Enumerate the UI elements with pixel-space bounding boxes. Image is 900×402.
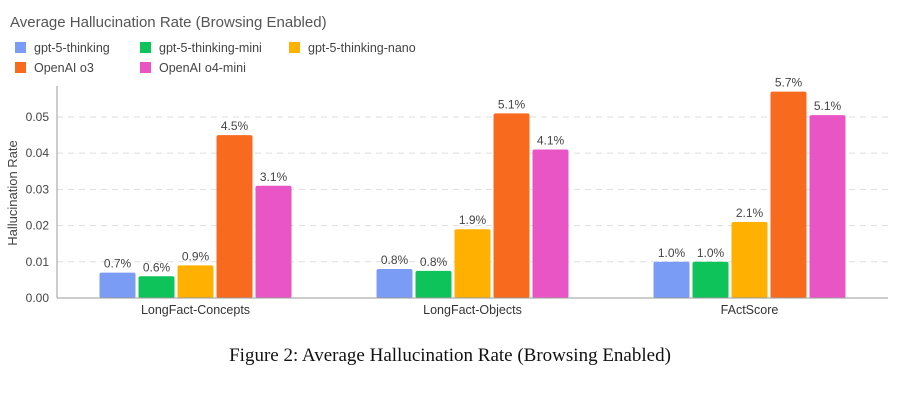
bar-value-label: 0.8% xyxy=(381,253,409,267)
bar-value-label: 0.9% xyxy=(182,249,210,263)
bar-openai-o4-mini-longfact-concepts xyxy=(255,185,292,298)
y-tick-label: 0.03 xyxy=(26,182,50,196)
legend-swatch-gpt-5-thinking-mini xyxy=(140,42,151,53)
x-axis-categories: LongFact-Concepts LongFact-Objects FActSco… xyxy=(141,303,778,317)
bar-gpt-5-thinking-longfact-concepts xyxy=(99,272,136,298)
x-category-label-longfact-concepts: LongFact-Concepts xyxy=(141,303,250,317)
bar-value-label: 4.1% xyxy=(537,134,565,148)
bar-gpt-5-thinking-nano-factscore xyxy=(731,221,768,298)
legend-label-openai-o3: OpenAI o3 xyxy=(34,61,94,75)
y-axis-ticks: 0.00 0.01 0.02 0.03 0.04 0.05 xyxy=(26,110,50,305)
x-category-label-longfact-objects: LongFact-Objects xyxy=(423,303,522,317)
bar-gpt-5-thinking-nano-longfact-concepts xyxy=(177,265,214,298)
bar-value-label: 3.1% xyxy=(260,170,288,184)
legend-label-gpt-5-thinking: gpt-5-thinking xyxy=(34,41,110,55)
legend-swatch-gpt-5-thinking xyxy=(15,42,26,53)
bar-value-label: 4.5% xyxy=(221,119,249,133)
bar-value-label: 5.7% xyxy=(775,76,803,90)
bar-openai-o4-mini-longfact-objects xyxy=(532,149,569,298)
legend-swatch-gpt-5-thinking-nano xyxy=(289,42,300,53)
y-tick-label: 0.04 xyxy=(26,146,50,160)
bar-gpt-5-thinking-longfact-objects xyxy=(376,269,413,298)
bar-value-label: 1.0% xyxy=(658,246,686,260)
x-category-label-factscore: FActScore xyxy=(721,303,779,317)
y-tick-label: 0.01 xyxy=(26,255,50,269)
bar-value-label: 1.9% xyxy=(459,213,487,227)
bar-gpt-5-thinking-mini-longfact-concepts xyxy=(138,276,175,298)
bar-value-label: 0.8% xyxy=(420,255,448,269)
bar-gpt-5-thinking-nano-longfact-objects xyxy=(454,229,491,298)
legend-label-gpt-5-thinking-mini: gpt-5-thinking-mini xyxy=(159,41,262,55)
chart-bars: 0.7% 0.6% 0.9% 4.5% 3.1% 0.8% 0.8% 1.9% 5.1% 4.1%… xyxy=(99,76,846,299)
bar-openai-o3-longfact-concepts xyxy=(216,135,253,298)
figure-caption: Figure 2: Average Hallucination Rate (Br… xyxy=(229,345,671,366)
hallucination-bar-chart: Average Hallucination Rate (Browsing Ena… xyxy=(5,14,888,317)
bar-gpt-5-thinking-mini-factscore xyxy=(692,261,729,298)
legend-swatch-openai-o3 xyxy=(15,62,26,73)
bar-value-label: 5.1% xyxy=(498,97,526,111)
bar-gpt-5-thinking-factscore xyxy=(653,261,690,298)
y-tick-label: 0.02 xyxy=(26,219,50,233)
bar-openai-o3-factscore xyxy=(770,91,807,298)
legend-label-openai-o4-mini: OpenAI o4-mini xyxy=(159,61,246,75)
bar-value-label: 2.1% xyxy=(736,206,764,220)
bar-value-label: 0.7% xyxy=(104,257,132,271)
bar-value-label: 1.0% xyxy=(697,246,725,260)
legend-label-gpt-5-thinking-nano: gpt-5-thinking-nano xyxy=(308,41,416,55)
bar-value-label: 5.1% xyxy=(814,99,842,113)
bar-openai-o3-longfact-objects xyxy=(493,113,530,299)
chart-legend: gpt-5-thinking gpt-5-thinking-mini gpt-5-t… xyxy=(15,41,416,75)
chart-title: Average Hallucination Rate (Browsing Ena… xyxy=(10,14,327,31)
bar-openai-o4-mini-factscore xyxy=(809,115,846,298)
bar-gpt-5-thinking-mini-longfact-objects xyxy=(415,270,452,298)
y-tick-label: 0.00 xyxy=(26,291,50,305)
y-tick-label: 0.05 xyxy=(26,110,50,124)
y-axis-label: Hallucination Rate xyxy=(5,140,20,246)
legend-swatch-openai-o4-mini xyxy=(140,62,151,73)
bar-value-label: 0.6% xyxy=(143,260,171,274)
